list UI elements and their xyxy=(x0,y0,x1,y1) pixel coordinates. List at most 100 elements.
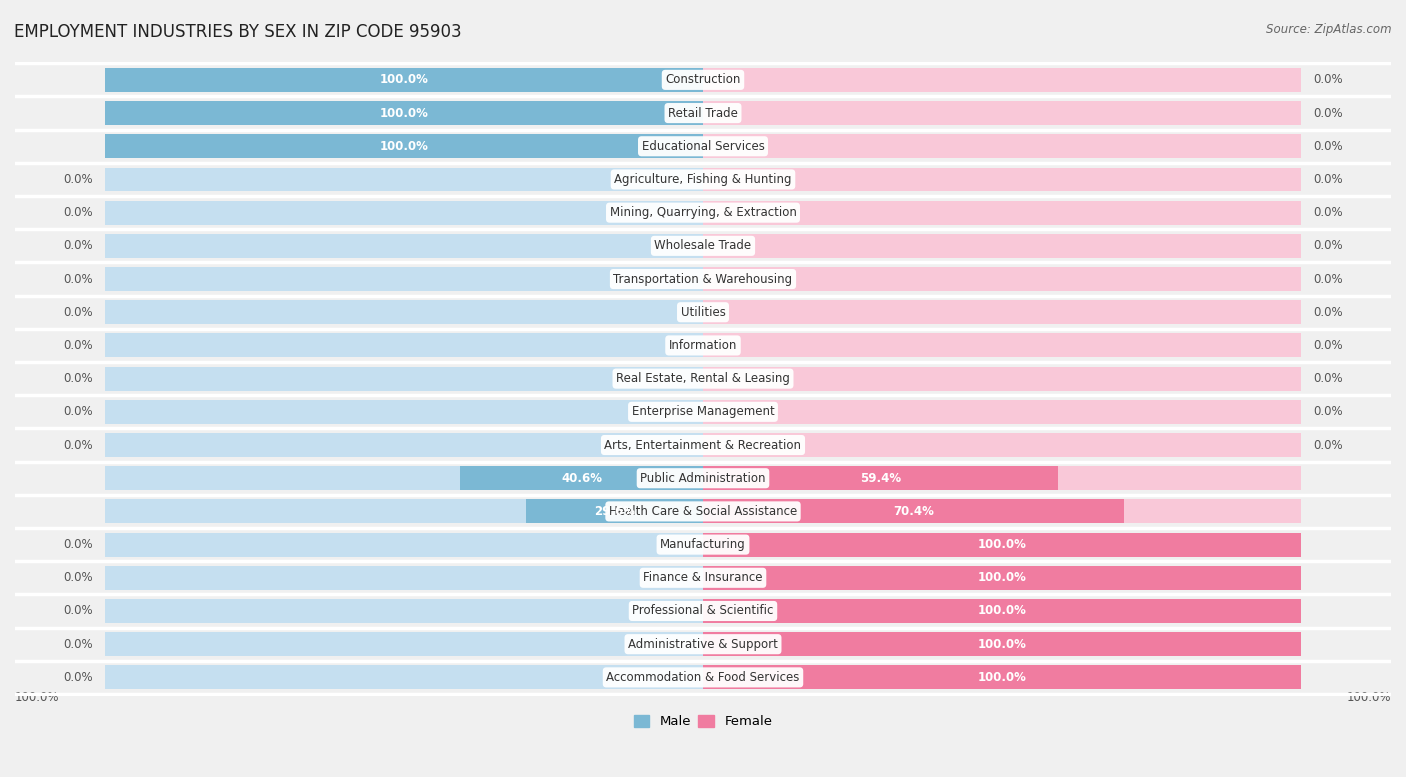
Bar xyxy=(104,632,703,656)
Bar xyxy=(703,68,1302,92)
Bar xyxy=(104,300,703,324)
Bar xyxy=(104,267,703,291)
Text: 0.0%: 0.0% xyxy=(63,438,93,451)
Text: 100.0%: 100.0% xyxy=(380,106,429,120)
Text: 100.0%: 100.0% xyxy=(380,73,429,86)
Bar xyxy=(703,500,1125,524)
Bar xyxy=(104,101,703,125)
Text: 0.0%: 0.0% xyxy=(1313,140,1343,153)
Bar xyxy=(104,68,703,92)
Text: 100.0%: 100.0% xyxy=(977,571,1026,584)
Text: Arts, Entertainment & Recreation: Arts, Entertainment & Recreation xyxy=(605,438,801,451)
Bar xyxy=(703,599,1302,623)
Bar xyxy=(703,333,1302,357)
Bar xyxy=(460,466,703,490)
Bar xyxy=(104,68,703,92)
Text: 0.0%: 0.0% xyxy=(63,239,93,253)
Text: 100.0%: 100.0% xyxy=(977,605,1026,618)
Bar xyxy=(104,400,703,423)
Text: 0.0%: 0.0% xyxy=(1313,173,1343,186)
Text: Manufacturing: Manufacturing xyxy=(661,538,745,551)
Bar xyxy=(703,300,1302,324)
Text: 0.0%: 0.0% xyxy=(63,273,93,285)
Bar xyxy=(703,566,1302,590)
Bar xyxy=(104,134,703,159)
Text: 0.0%: 0.0% xyxy=(63,571,93,584)
Text: 0.0%: 0.0% xyxy=(63,206,93,219)
Text: 0.0%: 0.0% xyxy=(63,406,93,418)
Bar xyxy=(703,599,1302,623)
Text: Public Administration: Public Administration xyxy=(640,472,766,485)
Bar xyxy=(104,168,703,191)
Text: Mining, Quarrying, & Extraction: Mining, Quarrying, & Extraction xyxy=(610,206,796,219)
Text: 0.0%: 0.0% xyxy=(63,173,93,186)
Bar xyxy=(104,665,703,689)
Text: Wholesale Trade: Wholesale Trade xyxy=(654,239,752,253)
Text: 0.0%: 0.0% xyxy=(63,372,93,385)
Text: 100.0%: 100.0% xyxy=(15,692,59,705)
Text: Health Care & Social Assistance: Health Care & Social Assistance xyxy=(609,505,797,518)
Text: Administrative & Support: Administrative & Support xyxy=(628,638,778,650)
Text: 100.0%: 100.0% xyxy=(977,538,1026,551)
Text: Accommodation & Food Services: Accommodation & Food Services xyxy=(606,671,800,684)
Bar xyxy=(703,200,1302,225)
Bar xyxy=(703,500,1302,524)
Text: 0.0%: 0.0% xyxy=(1313,339,1343,352)
Bar xyxy=(703,367,1302,391)
Text: 0.0%: 0.0% xyxy=(1313,438,1343,451)
Bar xyxy=(104,599,703,623)
Text: 0.0%: 0.0% xyxy=(63,671,93,684)
Text: 100.0%: 100.0% xyxy=(977,671,1026,684)
Bar xyxy=(703,566,1302,590)
Bar xyxy=(104,500,703,524)
Text: 40.6%: 40.6% xyxy=(561,472,602,485)
Text: 0.0%: 0.0% xyxy=(1313,273,1343,285)
Bar xyxy=(703,168,1302,191)
Text: EMPLOYMENT INDUSTRIES BY SEX IN ZIP CODE 95903: EMPLOYMENT INDUSTRIES BY SEX IN ZIP CODE… xyxy=(14,23,461,41)
Text: 0.0%: 0.0% xyxy=(63,638,93,650)
Bar xyxy=(104,433,703,457)
Text: 0.0%: 0.0% xyxy=(63,605,93,618)
Text: Information: Information xyxy=(669,339,737,352)
Text: Construction: Construction xyxy=(665,73,741,86)
Text: 0.0%: 0.0% xyxy=(63,339,93,352)
Bar xyxy=(703,632,1302,656)
Text: 0.0%: 0.0% xyxy=(1313,239,1343,253)
Bar xyxy=(703,466,1302,490)
Text: 0.0%: 0.0% xyxy=(63,305,93,319)
Bar xyxy=(104,101,703,125)
Legend: Male, Female: Male, Female xyxy=(628,709,778,733)
Text: 70.4%: 70.4% xyxy=(893,505,934,518)
Bar xyxy=(104,367,703,391)
Text: Utilities: Utilities xyxy=(681,305,725,319)
Text: 100.0%: 100.0% xyxy=(977,638,1026,650)
Bar xyxy=(703,533,1302,556)
Bar xyxy=(104,566,703,590)
Bar xyxy=(703,533,1302,556)
Bar xyxy=(703,234,1302,258)
Text: Educational Services: Educational Services xyxy=(641,140,765,153)
Text: 0.0%: 0.0% xyxy=(1313,106,1343,120)
Text: 100.0%: 100.0% xyxy=(380,140,429,153)
Bar xyxy=(526,500,703,524)
Bar xyxy=(104,333,703,357)
Bar xyxy=(703,433,1302,457)
Text: Transportation & Warehousing: Transportation & Warehousing xyxy=(613,273,793,285)
Text: 0.0%: 0.0% xyxy=(63,538,93,551)
Text: 29.6%: 29.6% xyxy=(593,505,636,518)
Bar xyxy=(104,533,703,556)
Text: Finance & Insurance: Finance & Insurance xyxy=(644,571,762,584)
Bar xyxy=(703,101,1302,125)
Text: Retail Trade: Retail Trade xyxy=(668,106,738,120)
Text: 0.0%: 0.0% xyxy=(1313,73,1343,86)
Bar xyxy=(104,200,703,225)
Text: 59.4%: 59.4% xyxy=(860,472,901,485)
Text: Source: ZipAtlas.com: Source: ZipAtlas.com xyxy=(1267,23,1392,37)
Text: 0.0%: 0.0% xyxy=(1313,305,1343,319)
Text: 0.0%: 0.0% xyxy=(1313,372,1343,385)
Bar xyxy=(104,134,703,159)
Text: Professional & Scientific: Professional & Scientific xyxy=(633,605,773,618)
Text: 0.0%: 0.0% xyxy=(1313,406,1343,418)
Bar xyxy=(104,466,703,490)
Bar xyxy=(703,632,1302,656)
